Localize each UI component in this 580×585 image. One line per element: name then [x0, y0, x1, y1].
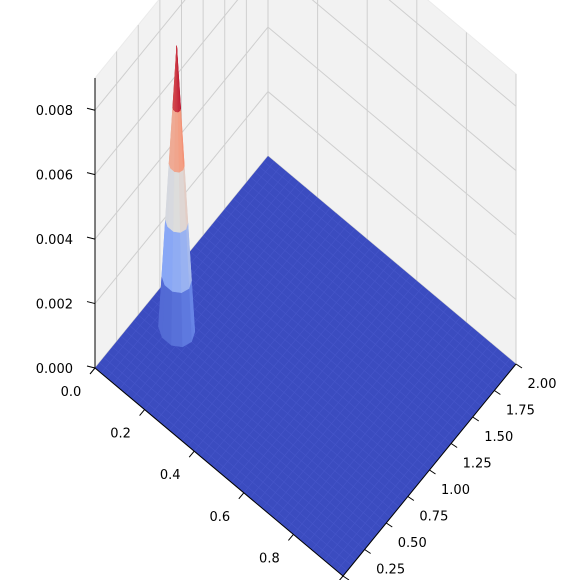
surface-mesh-line [305, 332, 480, 545]
y-tick-mark [342, 575, 350, 581]
surface [95, 156, 516, 576]
z-tick-mark [86, 172, 96, 176]
y-tick-label: 1.50 [484, 430, 513, 445]
x-tick-mark [89, 367, 96, 375]
surface-mesh-line [224, 208, 473, 418]
surface-mesh-line [263, 161, 512, 370]
grid-line-z [94, 0, 239, 175]
peak-facet [176, 45, 181, 113]
surface-mesh-line [250, 176, 499, 386]
x-tick-mark [139, 409, 145, 416]
surface-mesh-line [293, 322, 467, 535]
surface-mesh-line [249, 285, 424, 499]
surface-mesh-line [237, 192, 486, 402]
surface-mesh-line [330, 353, 504, 566]
surface-mesh-line [311, 337, 486, 551]
z-tick-label: 0.004 [36, 233, 73, 248]
x-axis-ticks: 0.00.20.40.60.81.0 [61, 367, 344, 583]
surface-mesh-line [324, 348, 498, 561]
y-tick-mark [472, 416, 480, 422]
y-tick-label: 0.75 [419, 510, 448, 525]
surface-mesh-line [231, 270, 405, 483]
surface-peak [158, 45, 196, 348]
surface-mesh-line [259, 166, 508, 375]
surface-mesh-line [237, 275, 411, 488]
y-tick-label: 0.25 [376, 563, 405, 578]
x-tick-label: 0.8 [259, 551, 280, 566]
y-tick-label: 1.00 [441, 483, 470, 498]
x-tick-label: 0.4 [160, 468, 181, 483]
surface-mesh-line [233, 198, 482, 407]
y-tick-label: 1.75 [506, 404, 535, 419]
surface-mesh-line [194, 245, 443, 455]
x-tick-label: 0.0 [61, 385, 82, 400]
x-tick-mark [238, 492, 245, 500]
surface-mesh-line [336, 358, 511, 571]
surface-mesh-line [243, 280, 418, 493]
grid-line-z [388, 0, 517, 107]
surface-mesh-line [211, 224, 460, 434]
x-tick-mark [188, 450, 195, 458]
x-tick-mark [288, 534, 294, 541]
x-tick-label: 0.2 [110, 427, 131, 442]
surface-mesh-line [228, 203, 478, 412]
surface-mesh-line [185, 256, 435, 465]
z-tick-label: 0.002 [36, 298, 73, 313]
z-tick-label: 0.006 [36, 169, 73, 184]
y-tick-mark [385, 522, 393, 528]
surface-mesh-line [181, 261, 430, 471]
grid-line-z [94, 0, 186, 111]
surface-mesh-line [317, 343, 492, 556]
surface-mesh-line [246, 182, 495, 391]
z-tick-label: 0.008 [36, 104, 73, 119]
peak-facet [172, 231, 182, 293]
surface-mesh-line [215, 219, 465, 428]
z-axis-ticks: 0.000 0.002 0.004 0.006 0.008 [36, 104, 96, 377]
y-axis-ticks: 0.000.250.500.751.001.251.501.752.00 [342, 363, 557, 581]
y-tick-mark [450, 443, 458, 448]
surface-mesh-line [255, 291, 430, 504]
grid-line-z [267, 91, 517, 300]
surface-mesh-line [224, 265, 399, 478]
y-tick-mark [429, 469, 436, 475]
surface-mesh-line [254, 171, 504, 381]
surface-mesh-line [280, 311, 455, 525]
surface-mesh-line [198, 240, 447, 450]
grid-line-z [267, 26, 517, 236]
y-tick-mark [364, 549, 371, 554]
y-tick-label: 2.00 [528, 377, 557, 392]
grid-line-z [311, 0, 517, 172]
z-tick-mark [86, 365, 96, 369]
z-tick-mark [86, 301, 96, 305]
surface-mesh-line [241, 187, 491, 397]
z-tick-label: 0.000 [36, 362, 73, 377]
peak-facet [171, 291, 183, 348]
x-axis-line [94, 367, 344, 577]
y-tick-label: 1.25 [463, 457, 492, 472]
x-tick-mark [337, 575, 344, 583]
surface-mesh-line [274, 306, 449, 519]
z-tick-mark [86, 236, 96, 240]
z-tick-mark [86, 107, 96, 111]
x-tick-label: 0.6 [209, 510, 230, 525]
surface-mesh-line [189, 251, 439, 460]
y-tick-mark [494, 390, 501, 395]
surface-mesh-line [202, 235, 452, 444]
surface-mesh-line [299, 327, 473, 540]
y-tick-label: 0.50 [398, 536, 427, 551]
surface-mesh-line [262, 296, 436, 509]
surface-mesh-line [286, 317, 461, 530]
y-tick-mark [407, 496, 415, 501]
surface-mesh-line [268, 301, 442, 514]
y-tick-mark [515, 363, 523, 369]
surface-mesh-line [207, 229, 456, 439]
surface-mesh-line [220, 214, 469, 423]
